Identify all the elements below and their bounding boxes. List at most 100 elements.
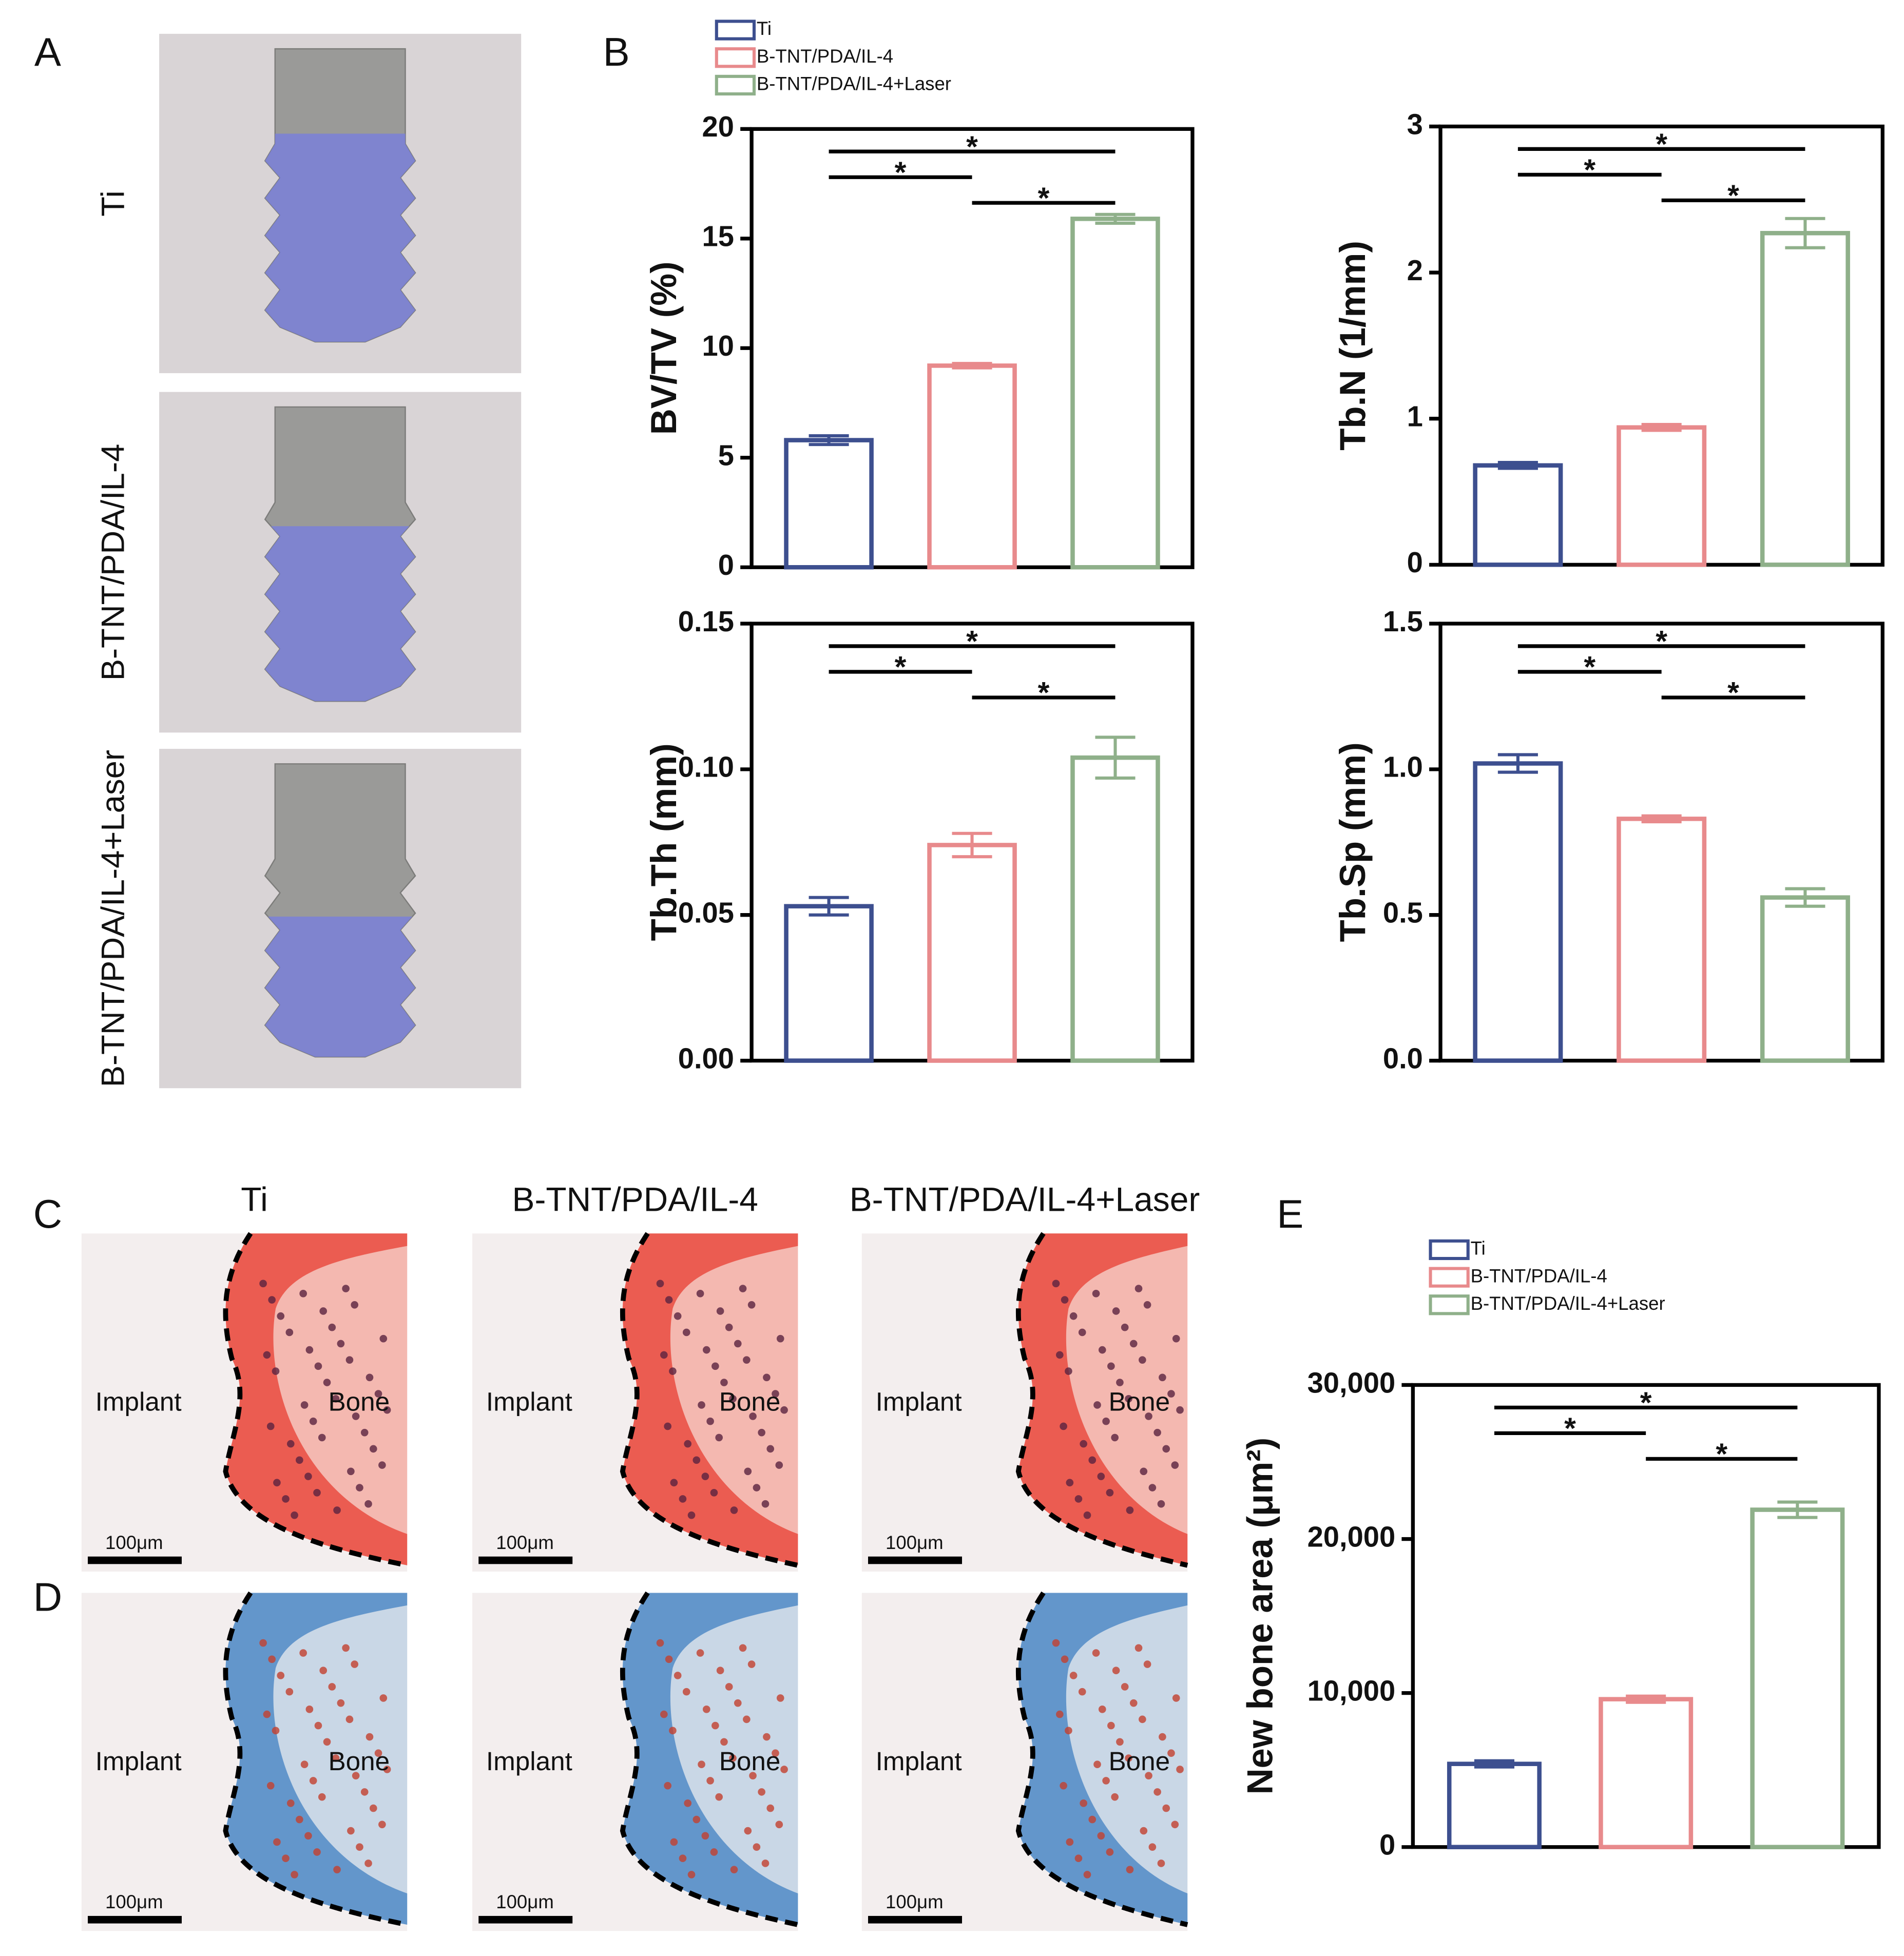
cell [1080, 1440, 1088, 1448]
cell [273, 1479, 281, 1487]
cell [1107, 1721, 1115, 1730]
cell [286, 1799, 295, 1807]
cell [356, 1843, 363, 1851]
cell [1162, 1804, 1170, 1812]
cell [369, 1804, 377, 1812]
column-title: B-TNT/PDA/IL-4 [512, 1180, 758, 1218]
cell [1126, 1506, 1134, 1514]
cell [747, 1301, 756, 1309]
cell [747, 1660, 756, 1668]
y-tick-label: 0.5 [1383, 897, 1423, 929]
y-tick-label: 1.5 [1383, 605, 1423, 637]
y-tick-label: 0 [718, 549, 734, 581]
cell [693, 1815, 701, 1824]
cell [345, 1715, 354, 1723]
cell [277, 1312, 285, 1320]
cell [1080, 1799, 1088, 1807]
y-tick-label: 10,000 [1307, 1674, 1396, 1707]
significance-label: * [1564, 1412, 1576, 1445]
legend-swatch [715, 74, 756, 96]
cell [1125, 1395, 1132, 1403]
row-label: B-TNT/PDA/IL-4+Laser [95, 750, 131, 1087]
cell [1078, 1328, 1086, 1337]
cell [1143, 1301, 1151, 1309]
cell [744, 1467, 752, 1476]
cell [360, 1428, 369, 1437]
bone-matrix [1018, 1233, 1188, 1565]
y-tick-label: 1 [1407, 400, 1423, 433]
implant-label: Implant [95, 1387, 182, 1417]
cell [1172, 1694, 1180, 1702]
y-tick-label: 0.15 [678, 605, 734, 637]
cell [665, 1296, 673, 1304]
cell [664, 1422, 671, 1430]
cell [1129, 1340, 1138, 1348]
cell [715, 1793, 723, 1801]
bone-coverage [265, 526, 416, 702]
cell [660, 1351, 668, 1359]
panel-label: C [33, 1191, 62, 1236]
cell [734, 1340, 742, 1348]
y-tick-label: 0 [1379, 1829, 1395, 1861]
cell [1083, 1871, 1091, 1878]
cell [701, 1832, 709, 1840]
cell [710, 1848, 718, 1856]
significance-label: * [895, 156, 907, 189]
cell [299, 1649, 307, 1657]
cell [296, 1456, 303, 1464]
cell [1097, 1473, 1105, 1480]
cell [1167, 1749, 1175, 1757]
y-axis-label: BV/TV (%) [643, 261, 684, 435]
implant-label: Implant [876, 1747, 962, 1776]
cell [701, 1473, 709, 1480]
cell [1153, 1428, 1161, 1437]
cell [351, 1660, 359, 1668]
bar [927, 843, 1017, 1063]
significance-label: * [1716, 1438, 1727, 1471]
cell [1111, 1793, 1119, 1801]
cell [776, 1334, 784, 1343]
cell [285, 1688, 294, 1696]
y-axis-label: Tb.N (1/mm) [1332, 241, 1373, 451]
y-tick-label: 0.00 [678, 1042, 734, 1074]
row-label: B-TNT/PDA/IL-4 [95, 444, 131, 681]
cell [366, 1733, 374, 1741]
y-tick-label: 20,000 [1307, 1520, 1396, 1553]
cell [775, 1461, 783, 1469]
scale-bar [478, 1556, 573, 1564]
scale-bar [88, 1556, 182, 1564]
implant-label: Implant [486, 1387, 572, 1417]
cell [706, 1417, 714, 1425]
cell [328, 1683, 336, 1691]
implant-label: Implant [876, 1387, 962, 1417]
cell [364, 1500, 372, 1508]
legend-swatch [1429, 1267, 1470, 1288]
cell [323, 1379, 331, 1386]
legend-label: B-TNT/PDA/IL-4 [1471, 1265, 1607, 1286]
cell [656, 1639, 664, 1647]
bone-coverage [265, 133, 416, 342]
cell [1121, 1683, 1129, 1691]
y-axis-label: Tb.Sp (mm) [1332, 742, 1373, 942]
cell [758, 1788, 765, 1796]
cell [313, 1848, 321, 1856]
cell [1112, 1667, 1120, 1675]
cell [1093, 1401, 1101, 1409]
cell [1061, 1655, 1069, 1663]
cell [679, 1495, 687, 1503]
cell [304, 1473, 312, 1480]
significance-label: * [966, 130, 978, 164]
y-tick-label: 1.0 [1383, 751, 1423, 783]
cell [1111, 1434, 1119, 1442]
column-title: Ti [241, 1180, 267, 1218]
cell [1069, 1672, 1078, 1679]
cell [1116, 1379, 1124, 1386]
cell [1093, 1760, 1101, 1769]
bone-boundary [223, 1591, 408, 1927]
cell [383, 1406, 391, 1414]
cell [1143, 1660, 1151, 1668]
bone-boundary [620, 1232, 799, 1568]
y-tick-label: 30,000 [1307, 1366, 1396, 1399]
significance-label: * [1727, 179, 1739, 212]
cell [282, 1495, 290, 1503]
